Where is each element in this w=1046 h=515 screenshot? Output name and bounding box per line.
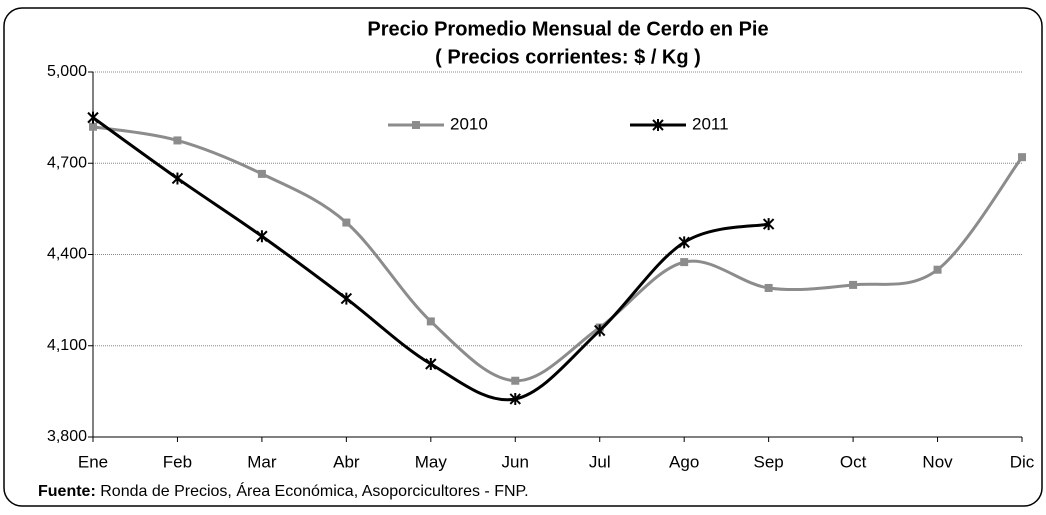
y-tick-label: 5,000 (47, 63, 87, 80)
legend-marker (652, 119, 664, 131)
y-tick-label: 3,800 (47, 428, 87, 445)
y-tick-label: 4,400 (47, 246, 87, 263)
legend-label: 2011 (692, 114, 729, 133)
x-tick-label: Oct (840, 452, 867, 471)
source: Fuente: Ronda de Precios, Área Económica… (38, 481, 529, 500)
x-tick-label: Ene (78, 452, 108, 471)
x-tick-label: Jun (502, 452, 529, 471)
point (678, 236, 690, 249)
x-tick-label: Jul (589, 452, 611, 471)
point (511, 376, 520, 385)
point (933, 265, 942, 274)
point (173, 136, 182, 145)
chart-title: Precio Promedio Mensual de Cerdo en Pie (367, 18, 768, 40)
point (762, 218, 775, 231)
point (89, 122, 97, 131)
point (509, 392, 521, 405)
point (342, 218, 351, 227)
x-tick-label: Nov (922, 452, 953, 471)
source-text: Ronda de Precios, Área Económica, Asopor… (100, 481, 528, 500)
x-tick-label: Mar (247, 452, 277, 471)
x-tick-label: Dic (1010, 452, 1035, 471)
point (171, 172, 184, 185)
point (257, 169, 266, 178)
point (849, 280, 858, 289)
x-tick-label: Abr (333, 452, 360, 471)
point (425, 358, 437, 370)
x-tick-label: Sep (754, 452, 784, 471)
frame (3, 7, 1043, 507)
legend-label: 2010 (450, 114, 488, 133)
point (1018, 153, 1026, 162)
chart-subtitle: ( Precios corrientes: $ / Kg ) (435, 46, 701, 68)
point (594, 324, 606, 337)
x-tick-label: May (415, 452, 448, 471)
y-tick-label: 4,700 (47, 154, 87, 171)
point (426, 317, 435, 326)
point (256, 230, 268, 243)
point (680, 258, 689, 267)
point (764, 283, 773, 292)
y-tick-label: 4,100 (47, 337, 87, 354)
x-tick-label: Ago (669, 452, 699, 471)
legend-marker (412, 121, 420, 129)
point (340, 292, 353, 305)
x-tick-label: Feb (163, 452, 192, 471)
point (87, 111, 99, 124)
source-label: Fuente: (38, 483, 96, 500)
